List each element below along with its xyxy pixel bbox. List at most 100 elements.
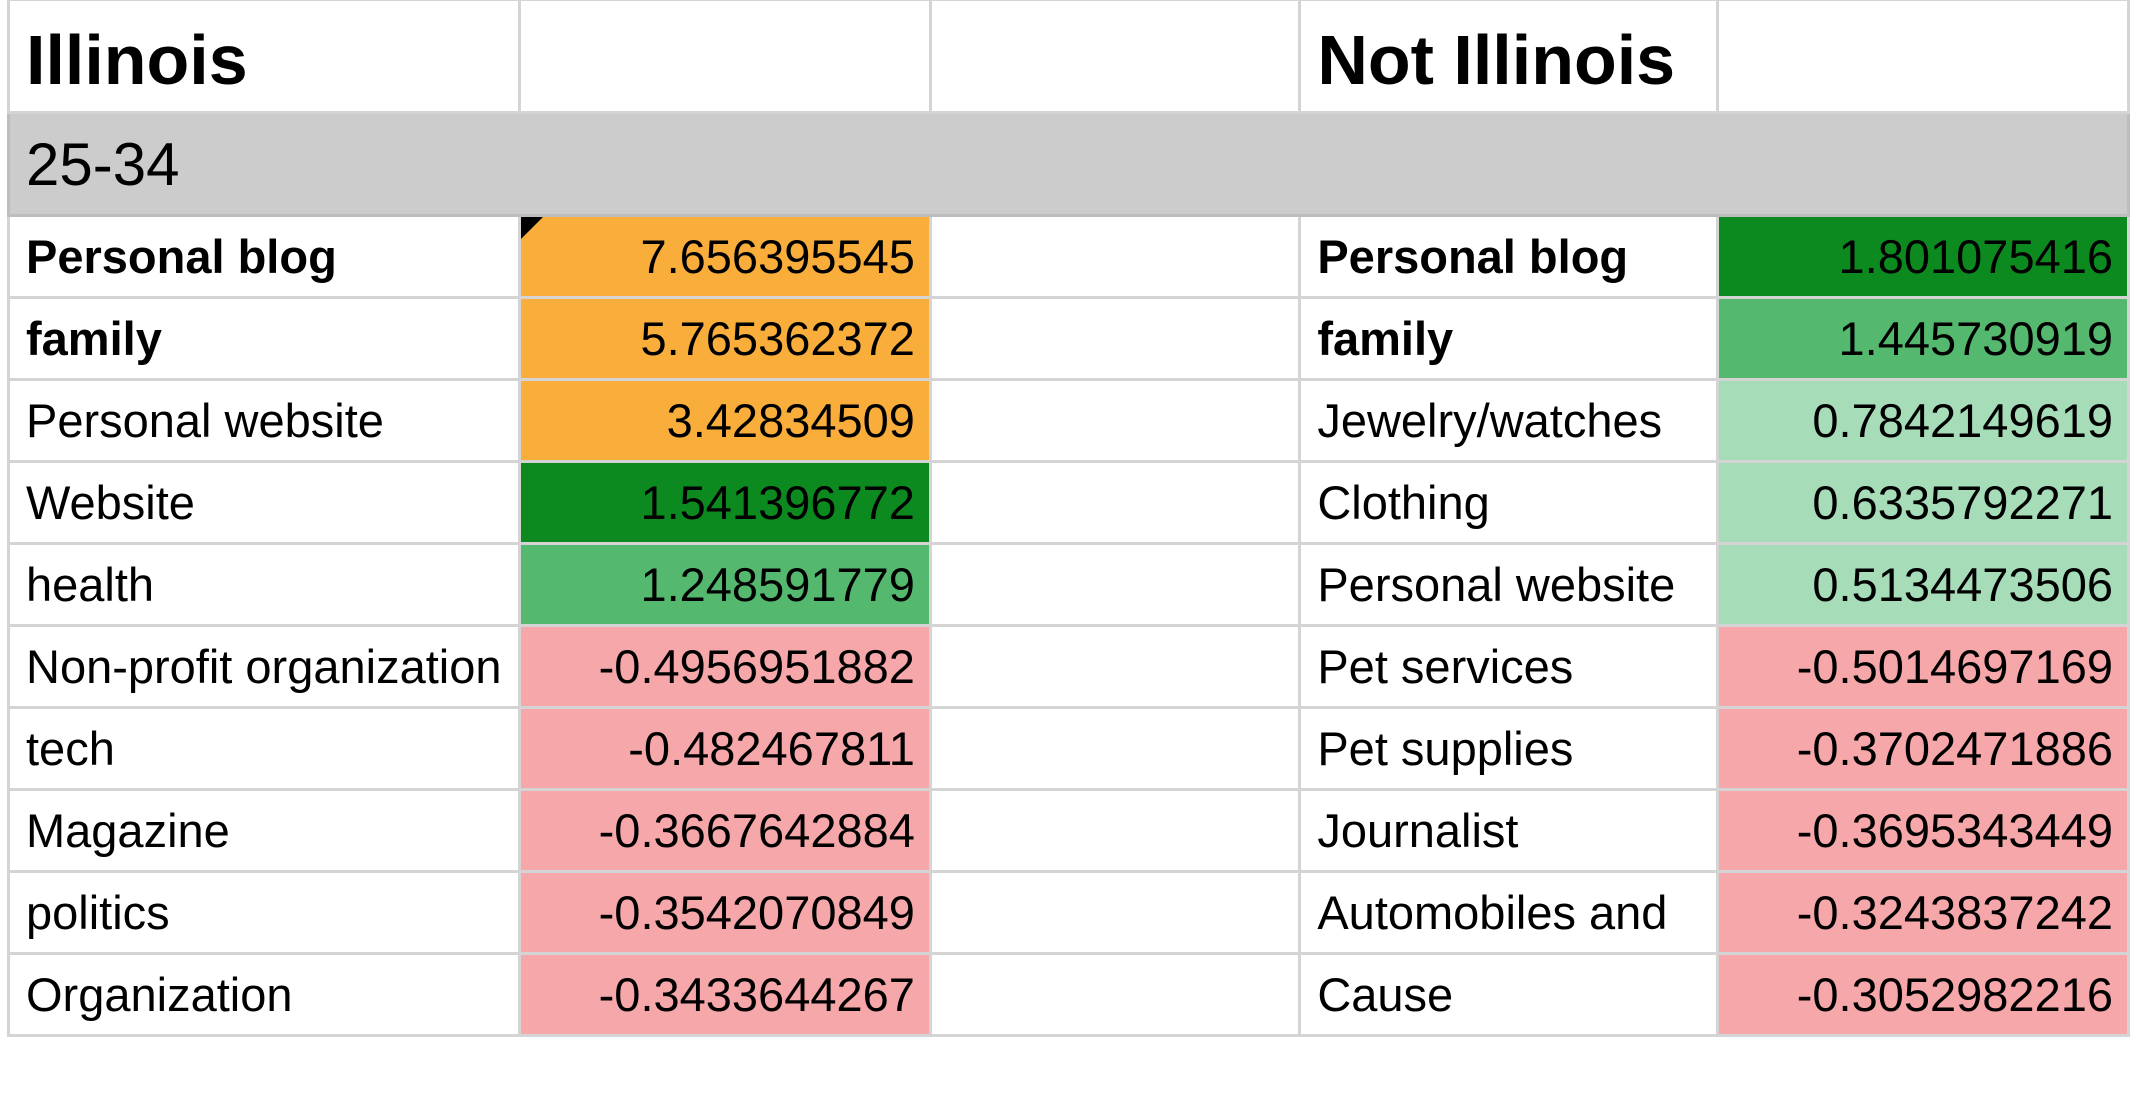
cell-empty[interactable]	[928, 624, 1302, 709]
not-illinois-value-cell[interactable]: 1.801075416	[1715, 214, 2130, 299]
cell-empty[interactable]	[517, 0, 932, 114]
illinois-value-cell[interactable]: 3.42834509	[517, 378, 932, 463]
comment-marker-icon[interactable]	[522, 218, 545, 241]
illinois-value-cell-text: 1.541396772	[640, 476, 915, 529]
cell-empty[interactable]	[928, 378, 1302, 463]
table-row: health 1.248591779 Personal website 0.51344…	[7, 542, 2130, 627]
cell-empty[interactable]	[1715, 0, 2130, 114]
not-illinois-category-cell[interactable]: Pet supplies	[1298, 706, 1719, 791]
not-illinois-value-cell[interactable]: -0.5014697169	[1715, 624, 2130, 709]
table-row: Non-profit organization -0.4956951882 Pet …	[7, 624, 2130, 709]
not-illinois-value-cell[interactable]: 1.445730919	[1715, 296, 2130, 381]
not-illinois-category-cell[interactable]: Jewelry/watches	[1298, 378, 1719, 463]
illinois-category-cell-text: tech	[26, 722, 115, 775]
illinois-value-cell-text: 5.765362372	[640, 312, 915, 365]
not-illinois-value-cell[interactable]: -0.3052982216	[1715, 952, 2130, 1037]
illinois-category-cell[interactable]: health	[7, 542, 521, 627]
table-row: tech -0.482467811 Pet supplies -0.370247188…	[7, 706, 2130, 791]
not-illinois-category-cell[interactable]: family	[1298, 296, 1719, 381]
not-illinois-value-cell-text: 1.801075416	[1838, 230, 2113, 283]
not-illinois-value-cell-text: -0.5014697169	[1796, 640, 2113, 693]
illinois-value-cell[interactable]: 1.541396772	[517, 460, 932, 545]
cell-empty[interactable]	[928, 870, 1302, 955]
cell-age-group[interactable]: 25-34	[7, 111, 2130, 217]
illinois-value-cell[interactable]: 5.765362372	[517, 296, 932, 381]
illinois-value-cell[interactable]: 7.656395545	[517, 214, 932, 299]
illinois-category-cell-text: Website	[26, 476, 195, 529]
illinois-category-cell-text: health	[26, 558, 155, 611]
illinois-category-cell-text: Non-profit organization	[26, 640, 502, 693]
illinois-category-cell-text: Organization	[26, 968, 293, 1021]
illinois-value-cell-text: -0.4956951882	[598, 640, 915, 693]
not-illinois-value-cell[interactable]: 0.7842149619	[1715, 378, 2130, 463]
not-illinois-value-cell-text: -0.3052982216	[1796, 968, 2113, 1021]
illinois-category-cell-text: politics	[26, 886, 170, 939]
table-row: Organization -0.3433644267 Cause -0.3052982…	[7, 952, 2130, 1037]
not-illinois-value-cell[interactable]: 0.6335792271	[1715, 460, 2130, 545]
not-illinois-value-cell-text: 0.5134473506	[1812, 558, 2113, 611]
not-illinois-value-cell[interactable]: -0.3702471886	[1715, 706, 2130, 791]
not-illinois-category-cell[interactable]: Automobiles and	[1298, 870, 1719, 955]
not-illinois-category-cell-text: Pet services	[1317, 640, 1574, 693]
illinois-category-cell[interactable]: Website	[7, 460, 521, 545]
illinois-category-cell[interactable]: politics	[7, 870, 521, 955]
illinois-category-cell[interactable]: Magazine	[7, 788, 521, 873]
illinois-value-cell[interactable]: -0.3667642884	[517, 788, 932, 873]
not-illinois-category-cell-text: Cause	[1317, 968, 1454, 1021]
illinois-category-cell-text: Personal blog	[26, 230, 337, 283]
cell-empty[interactable]	[928, 542, 1302, 627]
cell-empty[interactable]	[928, 706, 1302, 791]
not-illinois-value-cell[interactable]: -0.3695343449	[1715, 788, 2130, 873]
not-illinois-value-cell-text: 0.7842149619	[1812, 394, 2113, 447]
illinois-category-cell[interactable]: Non-profit organization	[7, 624, 521, 709]
not-illinois-category-cell-text: Personal website	[1317, 558, 1676, 611]
illinois-category-cell-text: Personal website	[26, 394, 384, 447]
not-illinois-category-cell[interactable]: Clothing	[1298, 460, 1719, 545]
illinois-value-cell[interactable]: -0.3542070849	[517, 870, 932, 955]
cell-empty[interactable]	[928, 788, 1302, 873]
illinois-value-cell[interactable]: -0.3433644267	[517, 952, 932, 1037]
not-illinois-category-cell-text: family	[1317, 312, 1454, 365]
header-row: Illinois Not Illinois	[7, 0, 2130, 114]
not-illinois-value-cell-text: -0.3695343449	[1796, 804, 2113, 857]
table-row: Personal website 3.42834509 Jewelry/watche…	[7, 378, 2130, 463]
not-illinois-category-cell[interactable]: Cause	[1298, 952, 1719, 1037]
illinois-value-cell-text: 1.248591779	[640, 558, 915, 611]
cell-empty[interactable]	[928, 296, 1302, 381]
illinois-category-cell-text: Magazine	[26, 804, 230, 857]
illinois-value-cell[interactable]: -0.4956951882	[517, 624, 932, 709]
not-illinois-category-cell[interactable]: Pet services	[1298, 624, 1719, 709]
illinois-category-cell[interactable]: tech	[7, 706, 521, 791]
not-illinois-value-cell-text: -0.3702471886	[1796, 722, 2113, 775]
not-illinois-category-cell-text: Journalist	[1317, 804, 1519, 857]
illinois-value-cell[interactable]: -0.482467811	[517, 706, 932, 791]
not-illinois-category-cell-text: Automobiles and	[1317, 886, 1668, 939]
cell-empty[interactable]	[928, 0, 1302, 114]
not-illinois-category-cell-text: Jewelry/watches	[1317, 394, 1663, 447]
not-illinois-value-cell-text: -0.3243837242	[1796, 886, 2113, 939]
illinois-value-cell-text: 7.656395545	[640, 230, 915, 283]
not-illinois-category-cell-text: Pet supplies	[1317, 722, 1574, 775]
illinois-category-cell[interactable]: Organization	[7, 952, 521, 1037]
not-illinois-category-cell-text: Clothing	[1317, 476, 1490, 529]
illinois-category-cell[interactable]: Personal blog	[7, 214, 521, 299]
not-illinois-category-cell[interactable]: Personal blog	[1298, 214, 1719, 299]
cell-not-illinois-title[interactable]: Not Illinois	[1298, 0, 1719, 114]
table-row: Personal blog 7.656395545 Personal blog 1.8…	[7, 214, 2130, 299]
not-illinois-value-cell[interactable]: 0.5134473506	[1715, 542, 2130, 627]
not-illinois-category-cell[interactable]: Journalist	[1298, 788, 1719, 873]
illinois-category-cell[interactable]: Personal website	[7, 378, 521, 463]
table-row: Website 1.541396772 Clothing 0.6335792271	[7, 460, 2130, 545]
not-illinois-title: Not Illinois	[1317, 21, 1676, 99]
not-illinois-category-cell[interactable]: Personal website	[1298, 542, 1719, 627]
cell-empty[interactable]	[928, 214, 1302, 299]
cell-empty[interactable]	[928, 952, 1302, 1037]
illinois-category-cell[interactable]: family	[7, 296, 521, 381]
illinois-value-cell[interactable]: 1.248591779	[517, 542, 932, 627]
cell-empty[interactable]	[928, 460, 1302, 545]
cell-illinois-title[interactable]: Illinois	[7, 0, 521, 114]
illinois-value-cell-text: -0.3667642884	[598, 804, 915, 857]
not-illinois-value-cell-text: 1.445730919	[1838, 312, 2113, 365]
illinois-category-cell-text: family	[26, 312, 162, 365]
not-illinois-value-cell[interactable]: -0.3243837242	[1715, 870, 2130, 955]
